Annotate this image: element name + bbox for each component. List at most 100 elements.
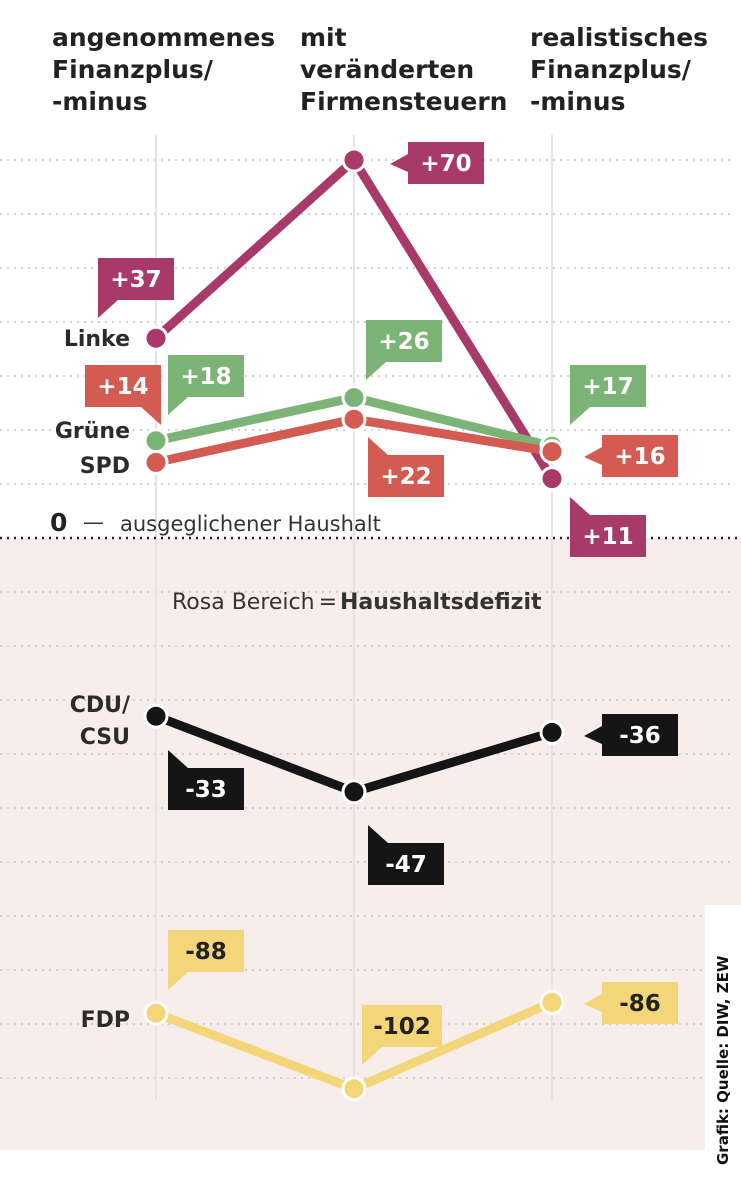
callout-tail (584, 447, 602, 465)
party-label: CSU (80, 725, 130, 750)
category-header-line: -minus (530, 87, 625, 116)
category-header-line: veränderten (300, 55, 474, 84)
value-callout: -88 (168, 930, 244, 990)
category-header-line: Finanzplus/ (52, 55, 214, 84)
value-callout: -36 (584, 714, 678, 756)
value-callout: +22 (368, 437, 444, 497)
callout-tail (362, 1047, 382, 1065)
callout-label: +70 (420, 151, 471, 177)
value-callout: +70 (390, 142, 484, 184)
callout-box (368, 455, 444, 497)
callout-label: -86 (619, 991, 661, 1017)
callout-tail (168, 750, 188, 768)
callout-label: +22 (380, 464, 431, 490)
callout-label: +18 (180, 364, 231, 390)
callout-box (570, 515, 646, 557)
party-label: Linke (64, 327, 130, 352)
data-point (143, 703, 169, 729)
callout-box (602, 982, 678, 1024)
data-point (341, 779, 367, 805)
callout-box (602, 435, 678, 477)
callout-box (602, 714, 678, 756)
value-callout: -47 (368, 825, 444, 885)
data-point (539, 439, 565, 465)
value-callouts: +37 +70 +11 +18 +26 +17 +14 +22 +16 -33 -47 -36 -88 -… (85, 142, 678, 1065)
data-point (539, 989, 565, 1015)
callout-tail (98, 300, 118, 318)
value-callout: +37 (98, 258, 174, 318)
source-credit-group: Grafik: Quelle: DIW, ZEW (705, 905, 741, 1170)
callout-tail (366, 362, 386, 380)
party-label: Grüne (55, 419, 130, 444)
annotation-prefix: Rosa Bereich (172, 590, 315, 615)
callout-label: +14 (97, 374, 148, 400)
data-point (341, 406, 367, 432)
value-callout: -86 (584, 982, 678, 1024)
callout-box (366, 320, 442, 362)
annotation-bold: Haushaltsdefizit (340, 590, 542, 615)
value-callout: +11 (570, 497, 646, 557)
zero-number: 0 (50, 508, 67, 537)
callout-box (362, 1005, 442, 1047)
data-point (341, 1076, 367, 1102)
callout-label: +26 (378, 329, 429, 355)
party-label: FDP (81, 1008, 130, 1033)
callout-tail (570, 497, 590, 515)
deficit-annotation: Rosa Bereich = Haushaltsdefizit (172, 590, 542, 615)
zero-dash: — (83, 510, 104, 534)
data-point (539, 466, 565, 492)
callout-label: -88 (185, 939, 227, 965)
callout-box (408, 142, 484, 184)
callout-box (168, 930, 244, 972)
category-header-line: -minus (52, 87, 147, 116)
callout-tail (168, 972, 188, 990)
callout-box (98, 258, 174, 300)
callout-label: -47 (385, 852, 427, 878)
value-callout: +18 (168, 355, 244, 415)
annotation-equals: = (319, 590, 337, 615)
category-header-line: angenommenes (52, 23, 275, 52)
callout-box (168, 768, 244, 810)
category-header-line: Firmensteuern (300, 87, 507, 116)
callout-label: +37 (110, 267, 161, 293)
callout-box (368, 843, 444, 885)
party-labels: Linke Grüne SPD CDU/CSU FDP (55, 327, 131, 1033)
callout-box (168, 355, 244, 397)
callout-tail (570, 407, 590, 425)
data-point (143, 449, 169, 475)
category-header-line: mit (300, 23, 347, 52)
data-point (341, 385, 367, 411)
callout-tail (141, 407, 161, 425)
callout-label: +11 (582, 524, 633, 550)
party-label: CDU/ (70, 693, 131, 718)
deficit-annotation-group: Rosa Bereich = Haushaltsdefizit (172, 590, 542, 615)
data-point (341, 147, 367, 173)
callout-box (85, 365, 161, 407)
callout-tail (368, 437, 388, 455)
value-callout: -33 (168, 750, 244, 810)
callout-label: +17 (582, 374, 633, 400)
callout-label: -36 (619, 723, 661, 749)
callout-tail (168, 397, 188, 415)
callout-tail (584, 726, 602, 744)
data-points (143, 147, 565, 1102)
callout-label: +16 (614, 444, 665, 470)
value-callout: +16 (584, 435, 678, 477)
callout-label: -102 (373, 1014, 431, 1040)
value-callout: +26 (366, 320, 442, 380)
callout-label: -33 (185, 777, 227, 803)
zero-text: ausgeglichener Haushalt (120, 512, 381, 536)
party-label: SPD (80, 454, 130, 479)
callout-box (570, 365, 646, 407)
category-header-line: Finanzplus/ (530, 55, 692, 84)
callout-tail (584, 994, 602, 1012)
value-callout: +17 (570, 365, 646, 425)
callout-tail (390, 154, 408, 172)
data-point (143, 428, 169, 454)
credit-backdrop (705, 905, 741, 1170)
data-point (539, 719, 565, 745)
data-point (143, 1000, 169, 1026)
source-credit: Grafik: Quelle: DIW, ZEW (714, 955, 732, 1165)
value-callout: +14 (85, 365, 161, 425)
